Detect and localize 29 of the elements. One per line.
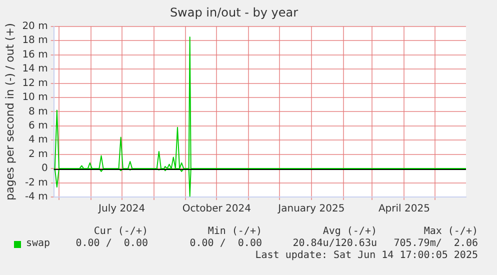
- text: 0.00 / 0.00: [76, 238, 148, 249]
- y-tick-label: 4 m: [28, 134, 48, 146]
- y-tick-label: 18 m: [22, 35, 48, 46]
- y-tick-label: 14 m: [22, 64, 48, 75]
- text: Cur (-/+): [92, 226, 148, 237]
- text: Min (-/+): [208, 226, 262, 237]
- y-tick-label: 12 m: [22, 78, 48, 89]
- y-tick-label: 0: [41, 163, 48, 174]
- y-tick-label: 8 m: [28, 106, 48, 118]
- y-tick-label: 2 m: [28, 148, 48, 160]
- text: Last update: Sat Jun 14 17:00:05 2025: [254, 250, 478, 261]
- x-tick-label: October 2024: [182, 204, 251, 215]
- y-tick-label: -4 m: [24, 192, 48, 203]
- text: Max (-/+): [424, 226, 478, 237]
- y-tick-label: -2 m: [24, 177, 48, 188]
- y-tick-label: 6 m: [28, 120, 48, 132]
- text: 0.00 / 0.00: [190, 238, 262, 249]
- legend-label: swap: [26, 238, 50, 249]
- y-tick-label: 10 m: [22, 92, 48, 104]
- chart-title: Swap in/out - by year: [170, 5, 298, 20]
- y-tick-label: 16 m: [22, 49, 48, 60]
- y-axis-title: pages per second in (-) / out (+): [3, 23, 16, 200]
- text: Avg (-/+): [322, 226, 377, 237]
- y-tick-label: 20 m: [22, 20, 48, 32]
- x-tick-label: April 2025: [378, 204, 430, 215]
- text: 705.79m/ 2.06: [394, 238, 478, 249]
- text: 20.84u/120.63u: [292, 238, 377, 249]
- x-tick-label: July 2024: [98, 204, 146, 215]
- x-tick-label: January 2025: [277, 204, 345, 215]
